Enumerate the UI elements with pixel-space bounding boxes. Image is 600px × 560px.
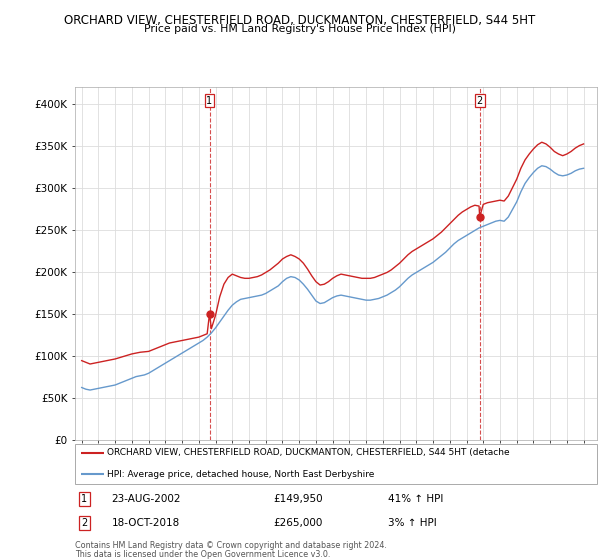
- Text: 1: 1: [82, 494, 88, 503]
- Text: £265,000: £265,000: [274, 518, 323, 528]
- Text: ORCHARD VIEW, CHESTERFIELD ROAD, DUCKMANTON, CHESTERFIELD, S44 5HT: ORCHARD VIEW, CHESTERFIELD ROAD, DUCKMAN…: [64, 14, 536, 27]
- Text: 2: 2: [476, 96, 483, 106]
- Text: Price paid vs. HM Land Registry's House Price Index (HPI): Price paid vs. HM Land Registry's House …: [144, 24, 456, 34]
- Text: 41% ↑ HPI: 41% ↑ HPI: [388, 494, 443, 503]
- Text: ORCHARD VIEW, CHESTERFIELD ROAD, DUCKMANTON, CHESTERFIELD, S44 5HT (detache: ORCHARD VIEW, CHESTERFIELD ROAD, DUCKMAN…: [107, 449, 510, 458]
- Text: 3% ↑ HPI: 3% ↑ HPI: [388, 518, 437, 528]
- Text: 2: 2: [81, 518, 88, 528]
- Text: 23-AUG-2002: 23-AUG-2002: [112, 494, 181, 503]
- Text: £149,950: £149,950: [274, 494, 323, 503]
- Text: 1: 1: [206, 96, 212, 106]
- Text: This data is licensed under the Open Government Licence v3.0.: This data is licensed under the Open Gov…: [75, 550, 331, 559]
- Text: Contains HM Land Registry data © Crown copyright and database right 2024.: Contains HM Land Registry data © Crown c…: [75, 541, 387, 550]
- FancyBboxPatch shape: [75, 444, 597, 484]
- Text: HPI: Average price, detached house, North East Derbyshire: HPI: Average price, detached house, Nort…: [107, 470, 375, 479]
- Text: 18-OCT-2018: 18-OCT-2018: [112, 518, 180, 528]
